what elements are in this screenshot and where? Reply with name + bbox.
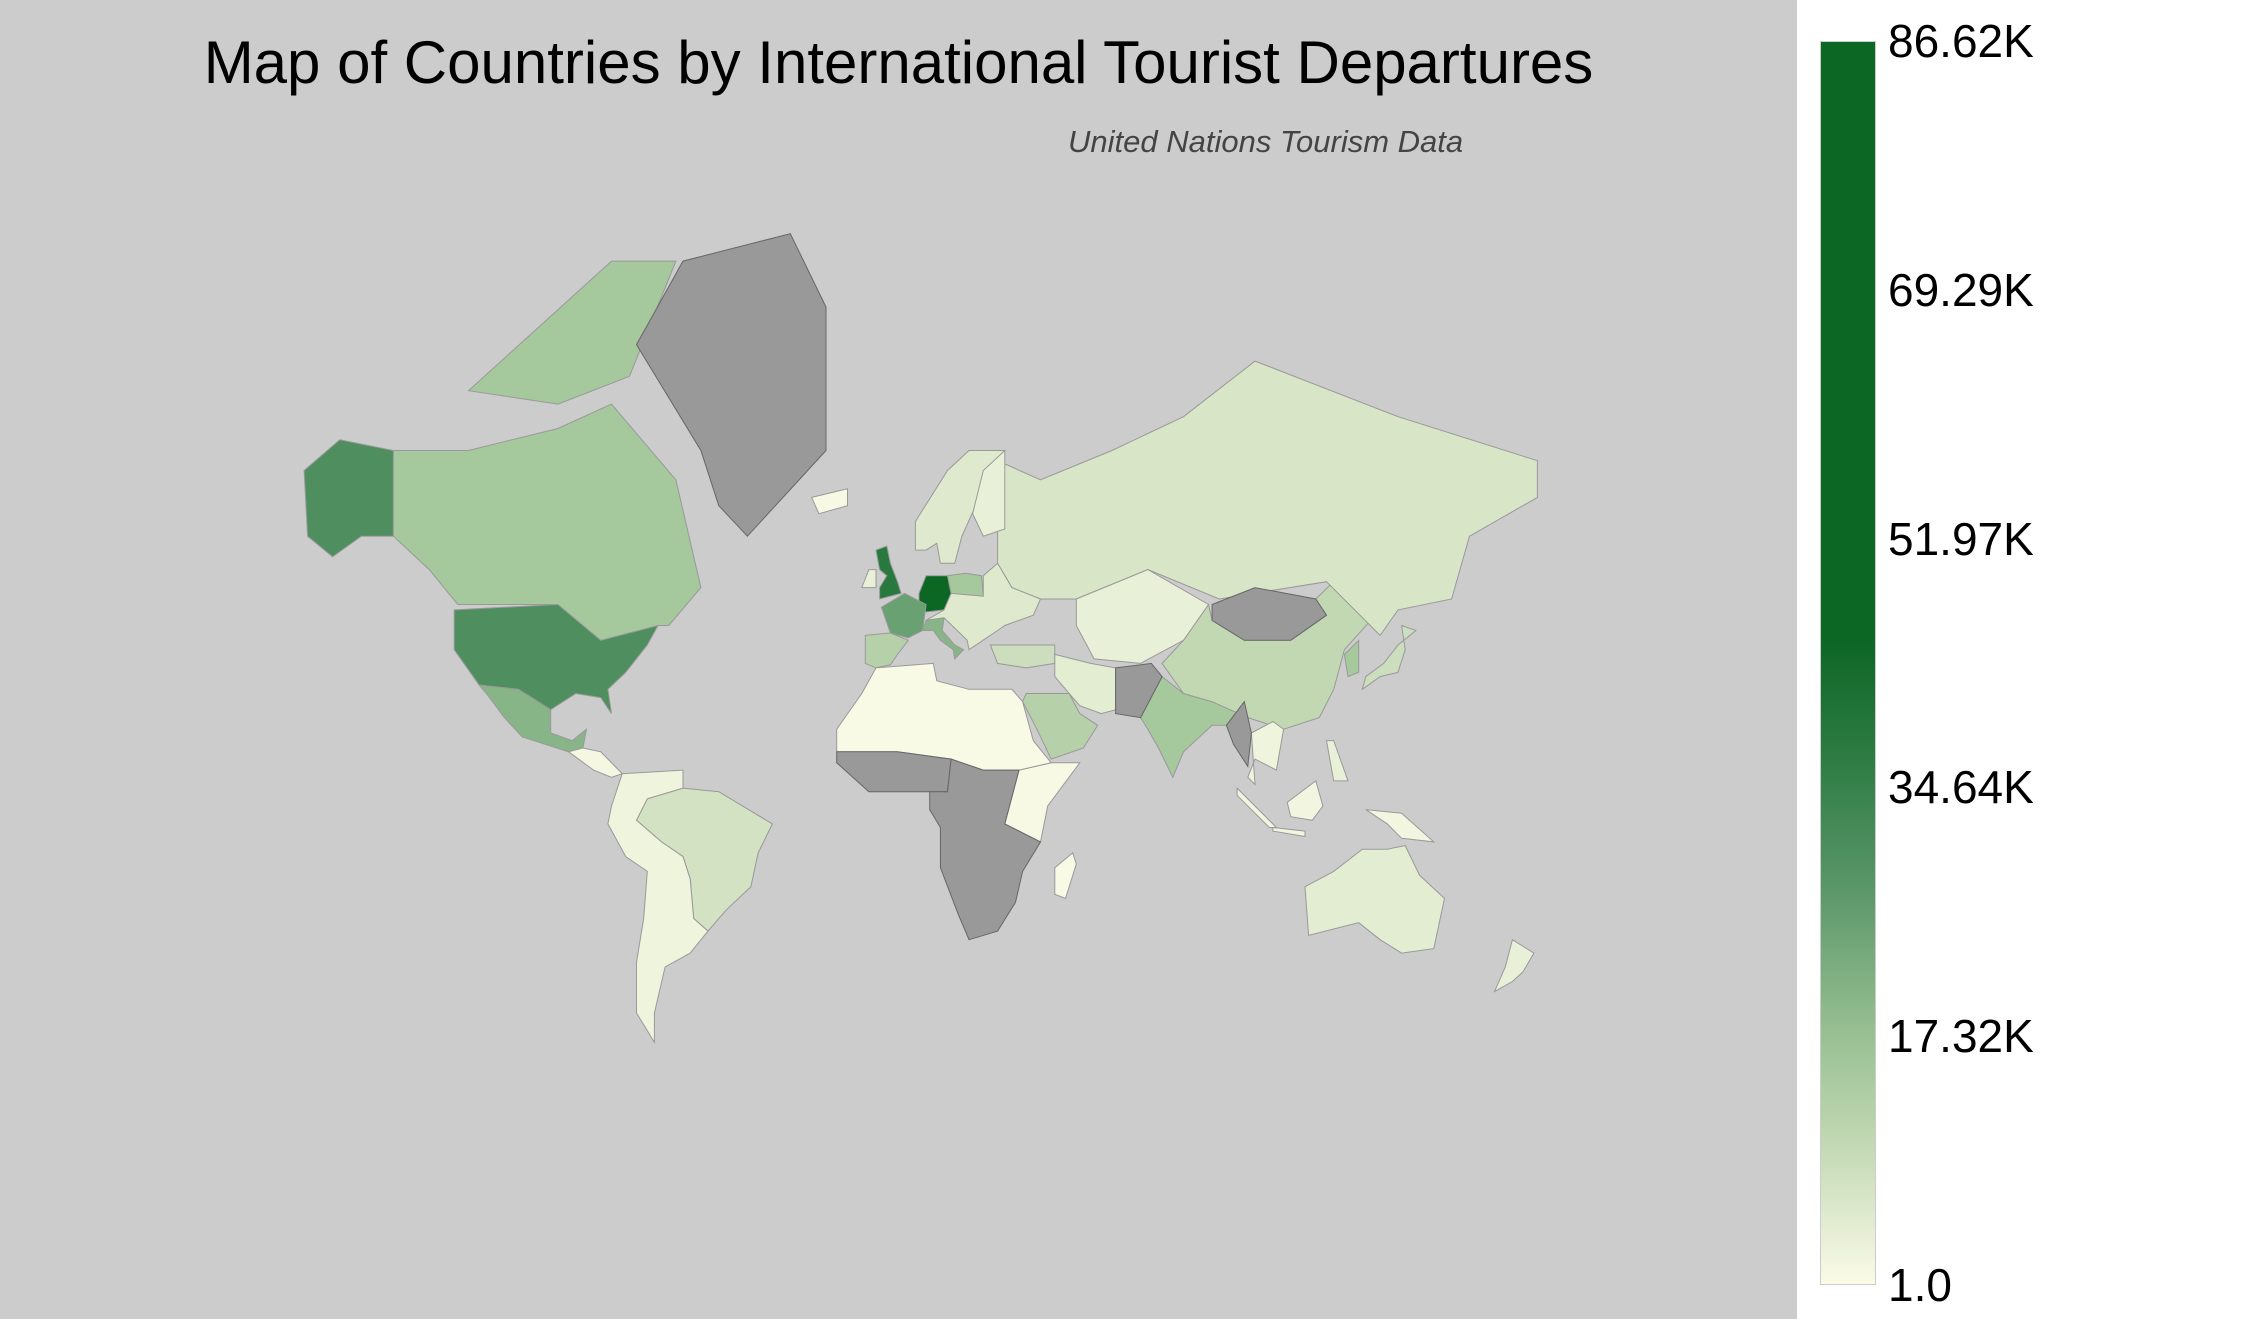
country-shape — [1225, 700, 1252, 768]
country-shape — [1054, 852, 1077, 900]
country-shape — [929, 758, 1042, 941]
country-shape — [1493, 938, 1535, 993]
country-shape — [1075, 569, 1210, 664]
country-shape — [1304, 845, 1446, 954]
colorbar-tick-label: 51.97K — [1888, 512, 2034, 565]
country-new-zealand — [1493, 938, 1535, 993]
country-shape — [989, 644, 1056, 669]
country-shape — [1272, 826, 1306, 838]
map-panel — [0, 0, 1797, 1319]
country-shape — [1365, 809, 1436, 843]
country-kazakhstan — [1075, 569, 1210, 664]
country-canada — [392, 260, 702, 641]
country-shape — [1343, 639, 1360, 678]
country-mongolia — [1211, 587, 1328, 641]
country-indonesia — [1236, 780, 1436, 843]
country-iran — [1054, 653, 1117, 715]
country-shape — [1325, 740, 1349, 782]
country-shape — [861, 569, 877, 589]
country-west-africa — [836, 751, 952, 793]
country-mexico — [478, 684, 588, 753]
country-turkey — [989, 644, 1056, 669]
country-south-korea — [1343, 639, 1360, 678]
country-france — [880, 592, 927, 639]
country-shape — [811, 488, 848, 515]
country-spain — [864, 632, 909, 669]
country-japan — [1361, 624, 1417, 691]
colorbar-tick-label: 34.64K — [1888, 761, 2034, 814]
country-finland — [972, 449, 1006, 537]
colorbar-tick-label: 1.0 — [1888, 1259, 1952, 1311]
country-madagascar — [1054, 852, 1077, 900]
country-saudi-arabia — [1022, 693, 1099, 760]
country-philippines — [1325, 740, 1349, 782]
country-shape — [1236, 786, 1278, 828]
country-eastern-europe — [925, 562, 1042, 651]
country-afghanistan — [1115, 662, 1163, 719]
country-shape — [836, 751, 952, 793]
country-shape — [1211, 587, 1328, 641]
country-shape — [875, 545, 902, 600]
country-shape — [567, 747, 624, 778]
country-shape — [392, 403, 702, 641]
country-shape — [303, 439, 394, 558]
country-greenland — [635, 233, 827, 537]
country-shape — [607, 769, 709, 1045]
chart-title: Map of Countries by International Touris… — [203, 29, 1594, 96]
colorbar — [1820, 41, 1876, 1285]
country-united-kingdom — [875, 545, 902, 600]
country-shape — [478, 684, 588, 753]
country-shape — [1054, 653, 1117, 715]
country-australia — [1304, 845, 1446, 954]
country-shape — [1286, 780, 1324, 821]
country-shape — [925, 562, 1042, 651]
country-iceland — [811, 488, 848, 515]
country-ireland — [861, 569, 877, 589]
country-shape — [1115, 662, 1163, 719]
country-myanmar — [1225, 700, 1252, 768]
country-shape — [864, 632, 909, 669]
country-central-and-southern-africa — [929, 758, 1042, 941]
colorbar-tick-label: 17.32K — [1888, 1010, 2034, 1063]
country-shape — [635, 233, 827, 537]
country-shape — [972, 449, 1006, 537]
country-southeast-asia — [1247, 720, 1285, 786]
country-shape — [1022, 693, 1099, 760]
country-andean-south-america — [607, 769, 709, 1045]
colorbar-tick-label: 69.29K — [1888, 263, 2034, 316]
country-shape — [880, 592, 927, 639]
world-map — [303, 233, 1538, 1045]
country-central-america — [567, 747, 624, 778]
country-shape — [1361, 624, 1417, 691]
chart-subtitle: United Nations Tourism Data — [1068, 124, 1464, 159]
colorbar-tick-label: 86.62K — [1888, 15, 2034, 67]
country-shape — [1247, 720, 1285, 786]
